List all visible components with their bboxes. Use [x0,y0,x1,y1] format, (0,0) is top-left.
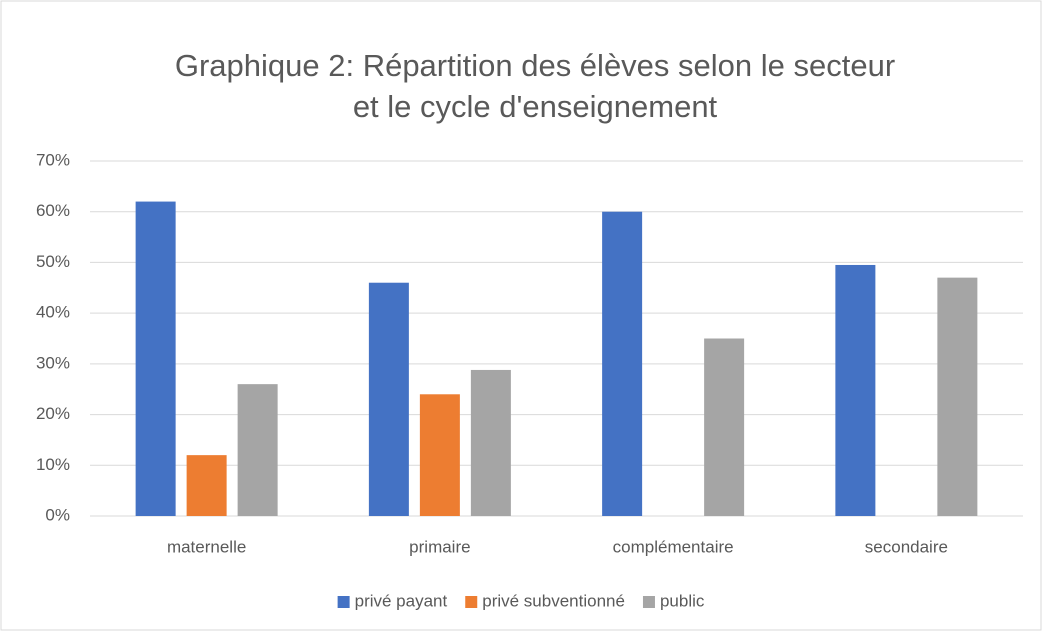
chart-title: et le cycle d'enseignement [353,89,718,124]
bar [135,201,176,517]
y-tick-label: 0% [45,505,70,524]
x-tick-label: primaire [409,537,470,556]
bar [470,369,511,516]
legend-label: privé payant [355,591,448,610]
legend-label: privé subventionné [482,591,625,610]
bar [368,282,409,516]
bar [237,384,278,516]
bar [186,455,227,516]
bar [704,338,745,516]
chart-title: Graphique 2: Répartition des élèves selo… [175,48,895,83]
y-tick-label: 40% [36,303,70,322]
y-tick-label: 60% [36,201,70,220]
x-tick-label: maternelle [167,537,246,556]
y-tick-label: 20% [36,404,70,423]
y-tick-label: 10% [36,455,70,474]
legend-label: public [660,591,705,610]
legend-swatch [337,596,350,608]
bar [602,211,643,516]
bar [835,264,876,516]
x-tick-label: secondaire [865,537,948,556]
y-tick-label: 30% [36,353,70,372]
x-tick-label: complémentaire [613,537,734,556]
legend-swatch [642,596,655,608]
y-tick-label: 50% [36,252,70,271]
bar [419,394,460,516]
bar [937,277,978,516]
y-tick-label: 70% [36,150,70,169]
legend-swatch [465,596,478,608]
